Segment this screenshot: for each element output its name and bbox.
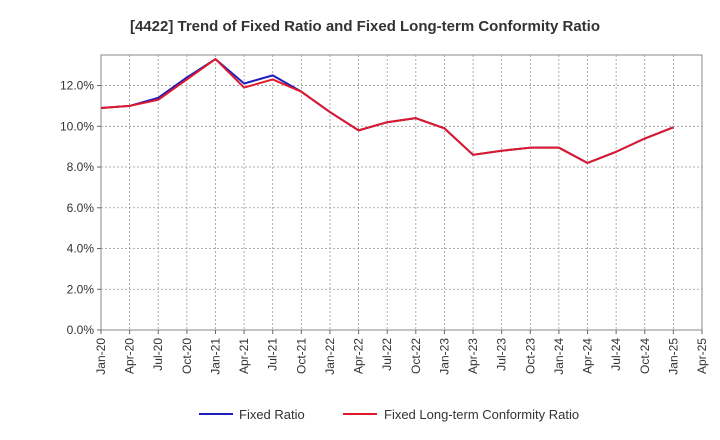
series-lines bbox=[100, 58, 674, 164]
x-tick-label: Apr-23 bbox=[466, 338, 480, 374]
plot-area bbox=[100, 54, 703, 331]
x-tick-label: Oct-20 bbox=[180, 338, 194, 374]
y-tick-label: 12.0% bbox=[60, 79, 94, 93]
legend: Fixed Ratio Fixed Long-term Conformity Ra… bbox=[199, 407, 579, 422]
x-axis: Jan-20 Apr-20 Jul-20 Oct-20 Jan-21 Apr-21 Jul-… bbox=[94, 330, 709, 375]
x-tick-label: Jul-21 bbox=[266, 338, 280, 371]
y-tick-label: 8.0% bbox=[67, 160, 95, 174]
y-tick-label: 4.0% bbox=[67, 242, 95, 256]
y-tick-label: 2.0% bbox=[67, 282, 95, 296]
x-tick-label: Jan-25 bbox=[666, 338, 680, 375]
x-tick-label: Jan-24 bbox=[552, 338, 566, 375]
legend-label-2: Fixed Long-term Conformity Ratio bbox=[384, 407, 579, 422]
x-tick-label: Apr-20 bbox=[123, 338, 137, 374]
y-tick-label: 6.0% bbox=[67, 201, 95, 215]
series-line-2 bbox=[100, 58, 674, 164]
x-tick-label: Jul-23 bbox=[495, 338, 509, 371]
chart-title: [4422] Trend of Fixed Ratio and Fixed Lo… bbox=[130, 18, 600, 35]
x-tick-label: Apr-25 bbox=[695, 338, 709, 374]
x-tick-label: Jul-22 bbox=[380, 338, 394, 371]
x-tick-label: Jan-22 bbox=[323, 338, 337, 375]
grid-lines bbox=[101, 55, 702, 330]
x-tick-label: Apr-22 bbox=[352, 338, 366, 374]
x-tick-label: Apr-24 bbox=[581, 338, 595, 374]
x-tick-label: Oct-23 bbox=[523, 338, 537, 374]
y-tick-label: 10.0% bbox=[60, 119, 94, 133]
x-tick-label: Apr-21 bbox=[237, 338, 251, 374]
x-tick-label: Jan-21 bbox=[208, 338, 222, 375]
x-tick-label: Jan-20 bbox=[94, 338, 108, 375]
x-tick-label: Jan-23 bbox=[437, 338, 451, 375]
x-tick-label: Oct-22 bbox=[409, 338, 423, 374]
y-tick-label: 0.0% bbox=[67, 323, 95, 337]
legend-label-1: Fixed Ratio bbox=[239, 407, 305, 422]
x-tick-label: Oct-21 bbox=[294, 338, 308, 374]
x-tick-label: Jul-24 bbox=[609, 338, 623, 371]
x-tick-label: Jul-20 bbox=[151, 338, 165, 371]
x-tick-label: Oct-24 bbox=[638, 338, 652, 374]
y-axis: 0.0% 2.0% 4.0% 6.0% 8.0% 10.0% 12.0% bbox=[60, 79, 101, 337]
